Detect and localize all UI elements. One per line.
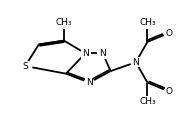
Text: CH₃: CH₃ [139,18,156,27]
Text: O: O [165,29,172,37]
Text: N: N [86,78,93,87]
Text: N: N [100,49,106,58]
Text: CH₃: CH₃ [139,97,156,106]
Text: O: O [165,87,172,96]
Text: CH₃: CH₃ [56,18,72,27]
Text: N: N [133,58,139,67]
Text: S: S [22,62,28,70]
Text: N: N [82,49,89,58]
